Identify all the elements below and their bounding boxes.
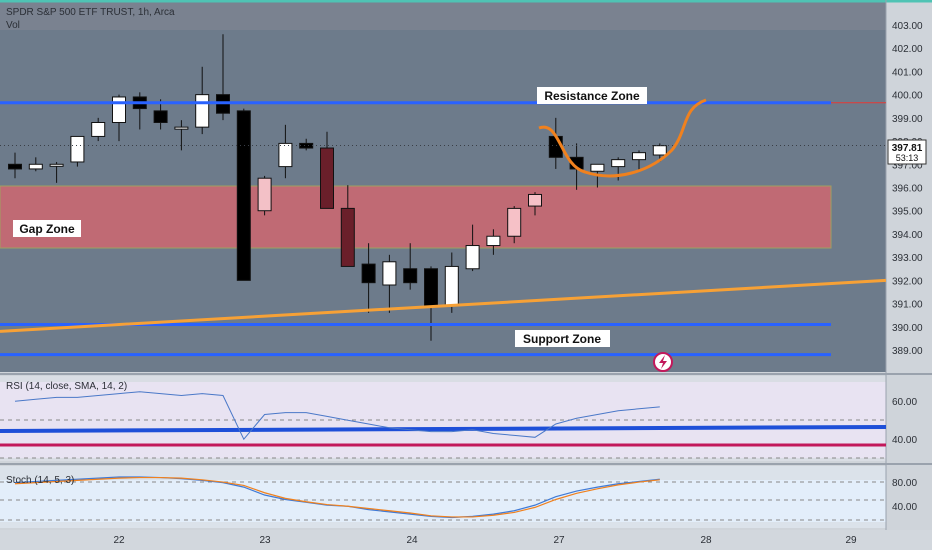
candle-body bbox=[652, 145, 667, 156]
stoch-d-line bbox=[14, 476, 660, 518]
price-tick: 393.00 bbox=[892, 253, 923, 264]
cup-curve bbox=[538, 98, 707, 178]
stoch-label[interactable]: Stoch (14, 5, 3) bbox=[6, 475, 74, 486]
time-label: 29 bbox=[845, 535, 857, 546]
price-tick: 401.00 bbox=[892, 67, 923, 78]
candle-body bbox=[611, 159, 626, 168]
candle-body bbox=[590, 163, 605, 172]
stoch-tick-80: 80.00 bbox=[892, 478, 917, 489]
rsi-tick-60: 60.00 bbox=[892, 397, 917, 408]
candle-body bbox=[28, 163, 43, 170]
support-zone-text: Support Zone bbox=[523, 332, 601, 346]
symbol-title[interactable]: SPDR S&P 500 ETF TRUST, 1h, Arca bbox=[6, 7, 175, 18]
event-badge[interactable] bbox=[653, 352, 673, 372]
time-axis[interactable] bbox=[0, 530, 932, 550]
candle-body bbox=[49, 163, 64, 167]
rsi-label[interactable]: RSI (14, close, SMA, 14, 2) bbox=[6, 381, 127, 392]
candle-body bbox=[465, 245, 480, 270]
candle-body bbox=[403, 268, 418, 284]
candle-body bbox=[153, 110, 168, 124]
countdown-value: 53:13 bbox=[896, 153, 919, 163]
candle-body bbox=[299, 142, 314, 149]
resistance-zone-text: Resistance Zone bbox=[544, 89, 640, 103]
candle-body bbox=[195, 94, 210, 128]
price-tick: 389.00 bbox=[892, 346, 923, 357]
candle-body bbox=[424, 268, 438, 307]
indicators-layer bbox=[0, 391, 887, 521]
candle-body bbox=[486, 235, 501, 247]
candle-body bbox=[444, 265, 459, 307]
candle-body bbox=[632, 152, 646, 161]
overlays-layer bbox=[0, 98, 887, 357]
candle-body bbox=[528, 193, 542, 207]
candle-body bbox=[236, 110, 251, 281]
time-label: 24 bbox=[406, 535, 418, 546]
price-tick: 403.00 bbox=[892, 21, 923, 32]
price-tick: 397.00 bbox=[892, 160, 923, 171]
candle-body bbox=[278, 142, 293, 168]
top-band bbox=[0, 0, 886, 30]
volume-label[interactable]: Vol bbox=[6, 20, 20, 31]
candles-layer bbox=[8, 34, 667, 341]
price-tick: 399.00 bbox=[892, 114, 923, 125]
candle-body bbox=[70, 135, 85, 163]
candle-body bbox=[320, 147, 334, 209]
candle-body bbox=[112, 96, 126, 124]
stoch-tick-40: 40.00 bbox=[892, 502, 917, 513]
time-label: 28 bbox=[700, 535, 712, 546]
price-tick: 396.00 bbox=[892, 184, 923, 195]
candle-body bbox=[507, 207, 522, 237]
price-tick: 390.00 bbox=[892, 323, 923, 334]
candle-body bbox=[8, 163, 22, 170]
resistance-zone-label: Resistance Zone bbox=[537, 87, 647, 104]
rsi-tick-40: 40.00 bbox=[892, 435, 917, 446]
candle-body bbox=[361, 263, 376, 284]
rsi-ma-line bbox=[0, 425, 887, 433]
price-tick: 395.00 bbox=[892, 207, 923, 218]
candle-body bbox=[257, 177, 272, 212]
candle-body bbox=[91, 122, 106, 137]
last-price-tag: 397.81 53:13 bbox=[887, 139, 927, 165]
last-price-value: 397.81 bbox=[892, 143, 923, 154]
time-label: 23 bbox=[259, 535, 271, 546]
gap-zone-text: Gap Zone bbox=[19, 222, 75, 236]
price-tick: 394.00 bbox=[892, 230, 923, 241]
candle-body bbox=[174, 126, 189, 130]
price-tick: 392.00 bbox=[892, 276, 923, 287]
price-tick: 391.00 bbox=[892, 300, 923, 311]
price-axis[interactable]: 403.00402.00401.00400.00399.00398.00397.… bbox=[892, 21, 923, 357]
rsi-line bbox=[14, 391, 660, 441]
gap-zone bbox=[0, 185, 832, 249]
stoch-band bbox=[0, 480, 886, 522]
lightning-icon bbox=[659, 355, 667, 369]
support-zone-label: Support Zone bbox=[515, 330, 610, 347]
price-tick: 402.00 bbox=[892, 44, 923, 55]
trend-line bbox=[0, 278, 887, 333]
price-tick: 400.00 bbox=[892, 91, 923, 102]
time-label: 22 bbox=[113, 535, 125, 546]
candle-body bbox=[382, 261, 397, 286]
candle-body bbox=[340, 207, 355, 267]
gap-zone-label: Gap Zone bbox=[13, 220, 81, 237]
time-label: 27 bbox=[553, 535, 565, 546]
